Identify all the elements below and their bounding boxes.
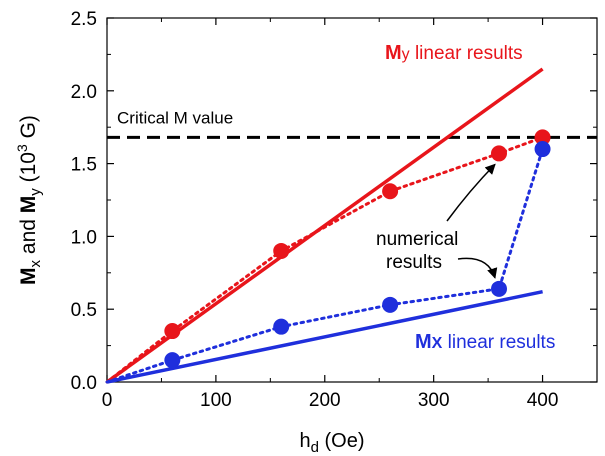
mx-linear-label: MX linear results: [415, 331, 555, 353]
data-point-my_numerical: [491, 145, 507, 162]
x-tick-label: 0: [102, 390, 113, 411]
data-point-mx_numerical: [164, 352, 181, 369]
annotation-line-2: results: [386, 252, 442, 273]
annotation-arrow: [446, 163, 496, 222]
x-tick-label: 300: [418, 390, 450, 411]
data-point-mx_numerical: [382, 296, 399, 313]
y-tick-label: 0.5: [71, 300, 97, 321]
data-point-mx_numerical: [491, 280, 507, 297]
y-tick-label: 2.0: [71, 82, 97, 103]
x-tick-label: 200: [309, 390, 341, 411]
y-tick-label: 0.0: [71, 373, 97, 394]
y-tick-label: 1.0: [71, 227, 97, 248]
y-tick-label: 2.5: [71, 9, 97, 30]
critical-m-label: Critical M value: [117, 108, 233, 127]
my-linear-label: My linear results: [385, 42, 523, 64]
x-tick-label: 400: [527, 390, 559, 411]
data-point-mx_numerical: [273, 318, 290, 335]
series-markers-layer: [164, 129, 551, 369]
series-line-mx_linear: [106, 289, 543, 384]
y-tick-label: 1.5: [71, 155, 97, 176]
annotation-arrow: [457, 257, 498, 279]
data-point-my_numerical: [273, 242, 290, 259]
critical-value-layer: Critical M value: [107, 108, 597, 139]
series-line-mx_numerical: [105, 147, 545, 384]
data-point-my_numerical: [534, 129, 551, 146]
data-point-mx_numerical: [534, 141, 551, 158]
data-point-my_numerical: [164, 323, 181, 340]
axis-ticks: 0 100 200 300 400 0.0 0.5 1.0 1.5 2.0 2.5: [71, 9, 597, 411]
data-point-my_numerical: [382, 183, 399, 200]
y-axis-label: Mx and My (103 G): [14, 115, 44, 285]
x-tick-label: 100: [200, 390, 232, 411]
x-axis-label: hd (Oe): [299, 430, 364, 456]
axis-labels-layer: My linear results MX linear results hd (Oe…: [14, 42, 555, 456]
annotation-line-1: numerical: [376, 229, 458, 250]
